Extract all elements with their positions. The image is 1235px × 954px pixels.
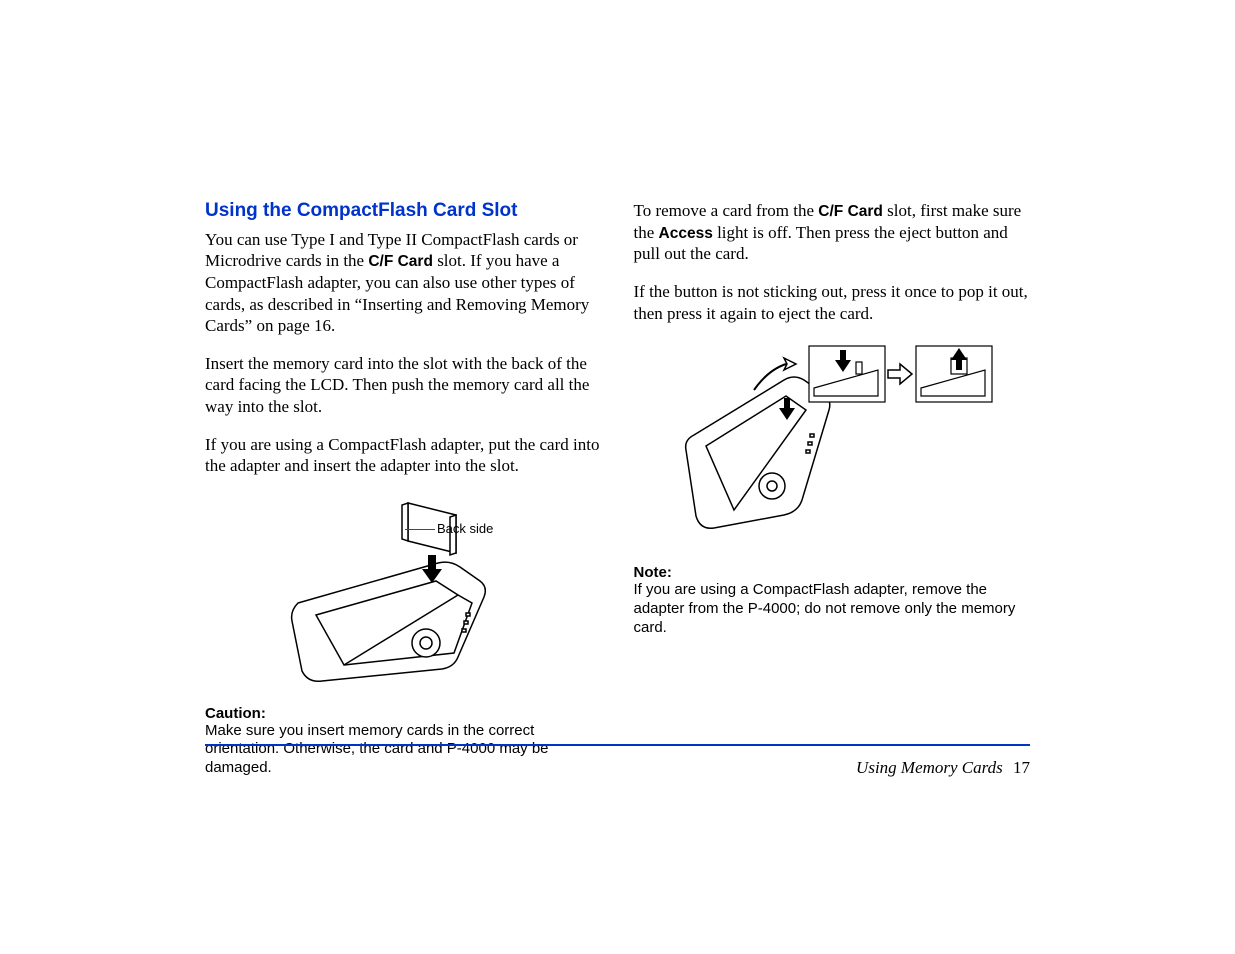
text: To remove a card from the bbox=[634, 201, 819, 220]
footer-page-number: 17 bbox=[1013, 758, 1030, 777]
footer-section-name: Using Memory Cards bbox=[856, 758, 1003, 777]
device-eject-illustration bbox=[634, 340, 994, 540]
callout-line bbox=[405, 529, 435, 530]
footer-rule bbox=[205, 744, 1030, 746]
device-insert-illustration bbox=[258, 493, 548, 688]
right-column: To remove a card from the C/F Card slot,… bbox=[634, 200, 1031, 790]
right-paragraph-2: If the button is not sticking out, press… bbox=[634, 281, 1031, 324]
note-label: Note: bbox=[634, 564, 1031, 581]
back-side-callout: Back side bbox=[437, 521, 493, 536]
note-body: If you are using a CompactFlash adapter,… bbox=[634, 581, 1031, 637]
page-footer: Using Memory Cards 17 bbox=[205, 744, 1030, 778]
access-label: Access bbox=[659, 225, 713, 242]
two-column-layout: Using the CompactFlash Card Slot You can… bbox=[205, 200, 1030, 790]
left-paragraph-3: If you are using a CompactFlash adapter,… bbox=[205, 434, 602, 477]
eject-card-figure bbox=[634, 340, 1031, 550]
left-paragraph-1: You can use Type I and Type II CompactFl… bbox=[205, 229, 602, 337]
caution-label: Caution: bbox=[205, 705, 602, 722]
cf-card-label: C/F Card bbox=[368, 253, 433, 270]
manual-page: Using the CompactFlash Card Slot You can… bbox=[0, 0, 1235, 954]
left-paragraph-2: Insert the memory card into the slot wit… bbox=[205, 353, 602, 418]
footer-text: Using Memory Cards 17 bbox=[205, 758, 1030, 778]
section-heading: Using the CompactFlash Card Slot bbox=[205, 200, 602, 223]
left-column: Using the CompactFlash Card Slot You can… bbox=[205, 200, 602, 790]
insert-card-figure: Back side bbox=[205, 493, 602, 693]
cf-card-label: C/F Card bbox=[818, 203, 883, 220]
right-paragraph-1: To remove a card from the C/F Card slot,… bbox=[634, 200, 1031, 265]
